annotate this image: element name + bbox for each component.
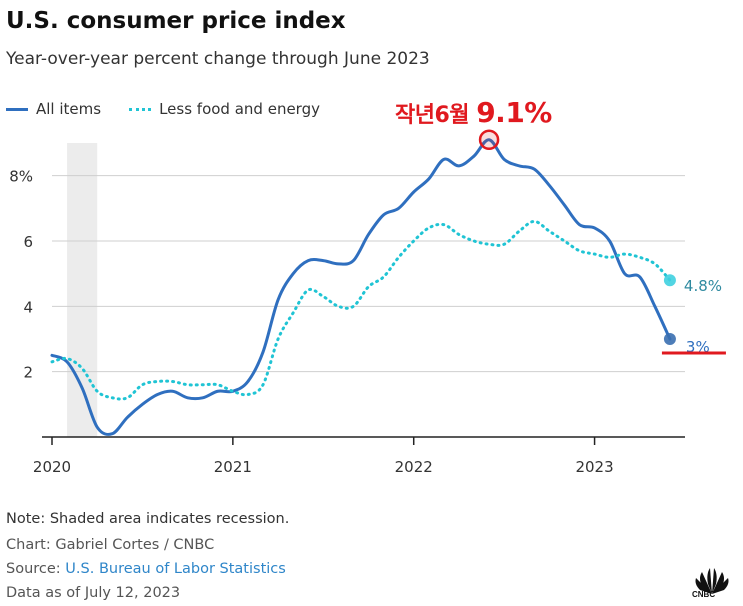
cnbc-logo-text: CNBC: [692, 590, 716, 599]
footer-credit: Chart: Gabriel Cortes / CNBC: [6, 537, 215, 553]
x-tick-label: 2020: [33, 458, 71, 476]
x-tick-label: 2023: [575, 458, 613, 476]
legend-swatch-solid: [6, 107, 28, 111]
series-line-all-items: [50, 138, 672, 436]
y-tick-label: 4: [23, 298, 33, 316]
chart-title: U.S. consumer price index: [6, 8, 346, 34]
x-tick-label: 2021: [214, 458, 252, 476]
footer-as-of: Data as of July 12, 2023: [6, 585, 181, 601]
chart-subtitle: Year-over-year percent change through Ju…: [6, 49, 430, 69]
end-point-all-items: [663, 333, 676, 345]
peak-annotation-prefix: 작년6월: [395, 103, 470, 128]
legend: All items Less food and energy: [6, 99, 348, 119]
footer-note: Note: Shaded area indicates recession.: [6, 511, 290, 527]
peak-annotation: 작년6월 9.1%: [395, 96, 552, 129]
legend-item-core: Less food and energy: [129, 100, 320, 118]
legend-item-all-items: All items: [6, 100, 101, 118]
cnbc-peacock-logo: [695, 568, 729, 594]
legend-label-core: Less food and energy: [159, 100, 320, 118]
peak-annotation-value: 9.1%: [476, 96, 552, 129]
y-tick-label: 8%: [9, 168, 33, 186]
footer-source-label: Source:: [6, 561, 66, 577]
legend-swatch-dotted: [129, 107, 152, 111]
footer-source: Source: U.S. Bureau of Labor Statistics: [6, 561, 286, 577]
x-tick-label: 2022: [395, 458, 433, 476]
end-label-core: 4.8%: [684, 277, 722, 295]
y-tick-label: 6: [23, 233, 33, 251]
peak-highlight-circle: [478, 129, 500, 150]
y-tick-label: 2: [23, 364, 33, 382]
end-point-core: [663, 274, 676, 287]
recession-band: [67, 143, 98, 437]
footer-source-link[interactable]: U.S. Bureau of Labor Statistics: [65, 561, 286, 577]
series-line-core: [50, 219, 672, 401]
legend-label-all-items: All items: [36, 100, 102, 118]
